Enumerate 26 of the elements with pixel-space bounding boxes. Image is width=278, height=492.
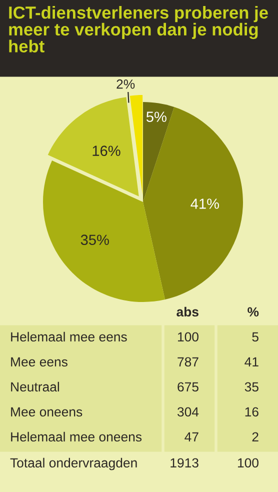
text: 47 — [184, 432, 198, 442]
text: Totaal ondervraagden — [10, 458, 137, 470]
data-label: 16% — [92, 146, 120, 156]
text: Mee eens — [11, 357, 68, 367]
text: 100 — [238, 458, 258, 468]
text: Mee oneens — [11, 407, 82, 417]
data-label: 41% — [190, 198, 220, 209]
text: % — [248, 307, 259, 317]
chart-title: ICT-dienstverleners proberen je meer te verkopen dan je nodig hebt — [9, 6, 268, 52]
text: 35 — [244, 382, 258, 392]
text: abs — [176, 306, 198, 317]
text: 100 — [178, 332, 198, 342]
text: 304 — [177, 407, 199, 417]
text: 675 — [178, 382, 198, 392]
data-label: 35% — [80, 234, 109, 246]
text: 5 — [252, 332, 258, 342]
text: 1913 — [170, 458, 198, 468]
text: 41 — [244, 357, 258, 366]
text: Helemaal mee eens — [11, 332, 127, 342]
text: 787 — [178, 357, 198, 367]
text: Helemaal mee oneens — [11, 432, 142, 442]
data-label: 5% — [146, 112, 166, 122]
text: Neutraal — [11, 382, 59, 392]
data-label: 2% — [116, 79, 135, 89]
text: 16 — [245, 407, 258, 417]
text: 2 — [252, 432, 258, 442]
